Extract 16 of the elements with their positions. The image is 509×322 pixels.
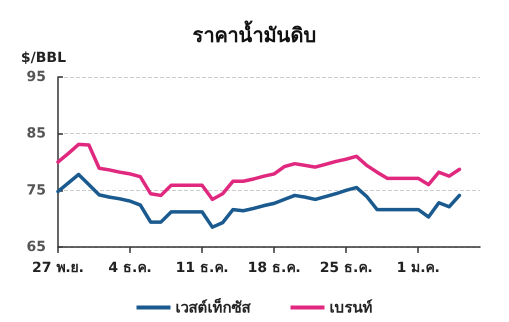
y-tick-label: 85	[26, 126, 46, 142]
legend-label: เบรนท์	[330, 298, 372, 316]
x-tick-label: 4 ธ.ค.	[108, 260, 152, 276]
y-tick-label: 95	[26, 69, 46, 85]
line-series	[56, 142, 462, 202]
x-tick-label: 11 ธ.ค.	[176, 260, 229, 276]
y-tick-label: 75	[26, 182, 46, 198]
x-tick-label: 27 พ.ย.	[32, 260, 84, 276]
chart-title: ราคาน้ำมันดิบ	[192, 20, 316, 47]
legend-label: เวสต์เท็กซัส	[176, 298, 252, 316]
x-tick-label: 25 ธ.ค.	[320, 260, 373, 276]
line-series	[56, 172, 462, 229]
x-tick-label: 18 ธ.ค.	[248, 260, 301, 276]
x-tick-label: 1 ม.ค.	[396, 260, 440, 276]
y-tick-label: 65	[26, 239, 46, 255]
y-axis-title: $/BBL	[20, 50, 66, 66]
